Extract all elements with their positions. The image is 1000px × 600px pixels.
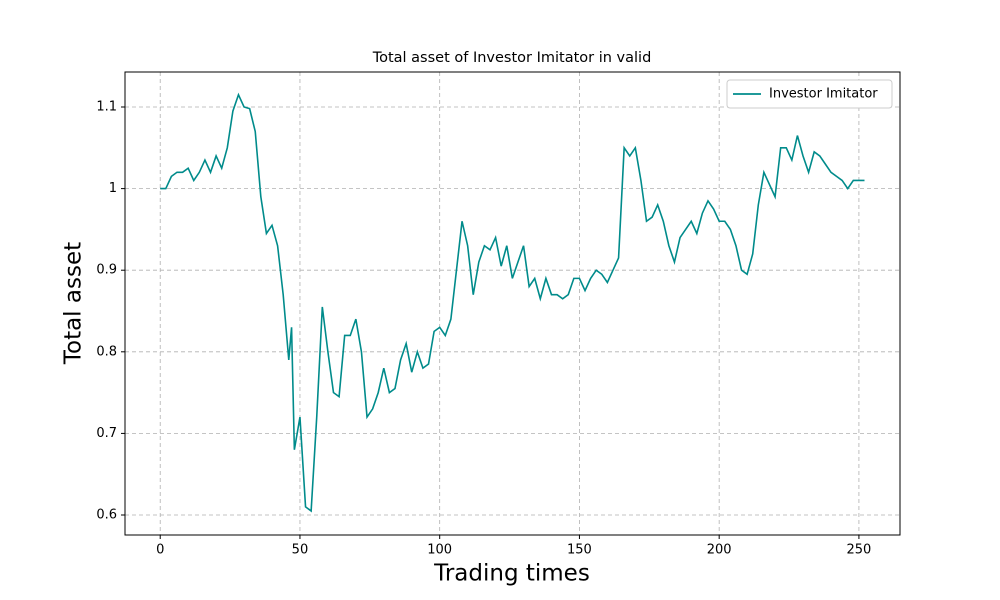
x-tick-label: 50	[292, 543, 309, 558]
legend: Investor Imitator	[726, 79, 893, 109]
legend-label: Investor Imitator	[769, 87, 878, 102]
x-tick-label: 150	[567, 543, 592, 558]
chart-title: Total asset of Investor Imitator in vali…	[372, 50, 652, 66]
x-tick-label: 200	[707, 543, 732, 558]
data-line	[160, 92, 865, 513]
y-tick-label: 1	[109, 181, 117, 196]
y-tick-label: 0.9	[96, 263, 117, 278]
y-tick-label: 0.8	[96, 344, 117, 359]
x-tick-label: 0	[156, 543, 164, 558]
x-tick-label: 100	[427, 543, 452, 558]
y-tick-label: 1.1	[96, 100, 117, 115]
x-axis-label: Trading times	[433, 561, 590, 587]
legend-box	[726, 79, 893, 109]
plot-frame	[124, 71, 901, 536]
y-tick-label: 0.6	[96, 508, 117, 523]
y-tick-label: 0.7	[96, 426, 117, 441]
x-tick-label: 250	[847, 543, 872, 558]
y-axis-label: Total asset	[61, 242, 87, 365]
